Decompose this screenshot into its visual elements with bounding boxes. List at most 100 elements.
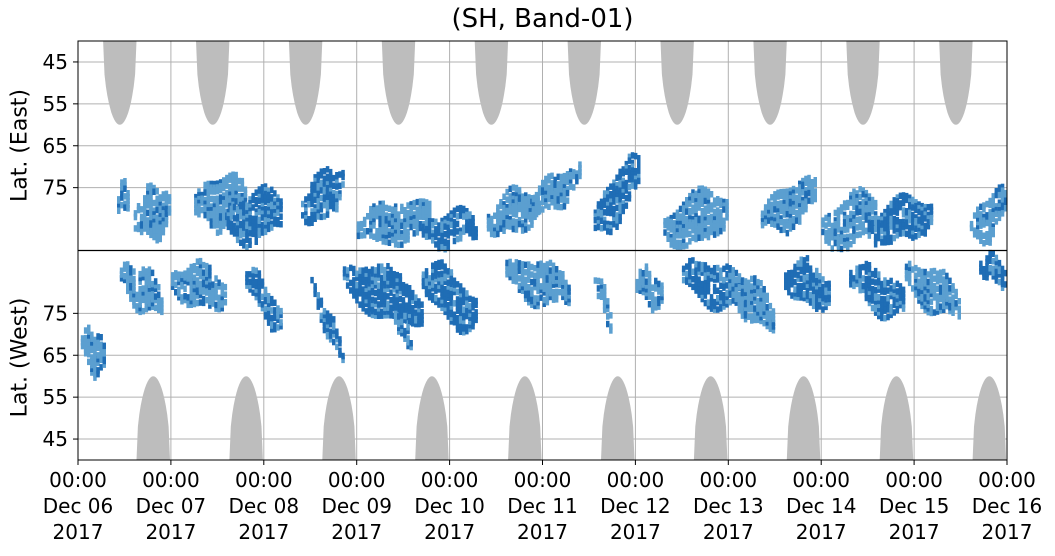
heatmap-cell — [719, 293, 723, 301]
heatmap-cell — [914, 206, 918, 214]
heatmap-cell — [263, 313, 268, 320]
heatmap-cell — [654, 281, 658, 288]
heatmap-cell — [722, 206, 726, 213]
heatmap-cell — [760, 218, 765, 225]
heatmap-cell — [465, 226, 469, 234]
heatmap-cell — [427, 229, 432, 236]
heatmap-cell — [358, 275, 362, 282]
heatmap-cell — [161, 228, 166, 236]
heatmap-cell — [945, 276, 949, 283]
heatmap-cell — [403, 316, 407, 324]
heatmap-cell — [788, 213, 793, 221]
heatmap-cell — [404, 306, 409, 313]
heatmap-cell — [746, 294, 751, 302]
heatmap-cell — [926, 278, 930, 286]
heatmap-cell — [770, 220, 774, 227]
heatmap-cell — [920, 283, 924, 291]
heatmap-cell — [409, 216, 413, 223]
heatmap-cell — [877, 309, 881, 316]
heatmap-cell — [821, 295, 825, 302]
heatmap-cell — [688, 269, 692, 276]
heatmap-cell — [301, 200, 305, 208]
heatmap-cell — [458, 212, 463, 219]
heatmap-cell — [802, 276, 807, 283]
heatmap-cell — [505, 222, 509, 230]
heatmap-cell — [637, 155, 641, 162]
heatmap-cell — [266, 319, 271, 326]
heatmap-cell — [421, 227, 426, 234]
heatmap-cell — [126, 205, 130, 212]
heatmap-cell — [945, 291, 949, 299]
heatmap-cell — [880, 284, 884, 291]
heatmap-cell — [468, 306, 472, 314]
heatmap-cell — [87, 358, 91, 366]
heatmap-cell — [815, 275, 819, 282]
heatmap-cell — [322, 175, 327, 182]
heatmap-cell — [143, 225, 147, 232]
heatmap-cell — [222, 214, 226, 222]
heatmap-cell — [599, 202, 604, 209]
heatmap-cell — [449, 210, 454, 217]
heatmap-cell — [205, 278, 209, 285]
heatmap-cell — [508, 258, 512, 266]
heatmap-cell — [149, 182, 153, 189]
heatmap-cell — [700, 215, 704, 223]
heatmap-cell — [877, 282, 881, 290]
heatmap-cell — [609, 198, 613, 205]
heatmap-cell — [935, 304, 940, 311]
heatmap-cell — [889, 285, 893, 292]
no-coverage-lobe-west — [786, 376, 821, 460]
heatmap-cell — [424, 290, 429, 298]
heatmap-cell — [883, 284, 887, 292]
heatmap-cell — [833, 224, 838, 232]
heatmap-cell — [407, 318, 412, 326]
heatmap-cell — [969, 224, 974, 232]
heatmap-cell — [198, 299, 203, 306]
heatmap-cell — [393, 214, 398, 222]
heatmap-cell — [776, 219, 780, 227]
heatmap-cell — [361, 305, 365, 312]
heatmap-cell — [328, 202, 333, 210]
heatmap-cell — [991, 196, 995, 204]
heatmap-cell — [446, 239, 450, 247]
heatmap-cell — [370, 277, 375, 285]
heatmap-cell — [685, 197, 689, 204]
heatmap-cell — [697, 284, 701, 291]
heatmap-cell — [694, 283, 698, 291]
heatmap-cell — [883, 208, 887, 216]
heatmap-cell — [390, 210, 395, 217]
heatmap-cell — [904, 230, 909, 238]
heatmap-cell — [449, 288, 454, 295]
heatmap-cell — [1000, 284, 1005, 291]
heatmap-cell — [870, 289, 875, 297]
heatmap-cell — [407, 311, 412, 318]
heatmap-cell — [93, 359, 97, 366]
heatmap-cell — [263, 221, 268, 228]
heatmap-cell — [209, 203, 214, 210]
heatmap-cell — [785, 229, 790, 237]
heatmap-cell — [254, 189, 258, 196]
heatmap-cell — [644, 270, 649, 278]
heatmap-cell — [229, 224, 234, 231]
heatmap-cell — [811, 302, 816, 310]
heatmap-cell — [1003, 205, 1008, 212]
heatmap-cell — [734, 276, 738, 284]
heatmap-cell — [415, 229, 420, 236]
heatmap-cell — [771, 327, 776, 334]
heatmap-cell — [539, 260, 543, 267]
heatmap-cell — [612, 194, 616, 202]
heatmap-cell — [561, 274, 565, 282]
heatmap-cell — [352, 269, 356, 277]
heatmap-cell — [455, 205, 460, 213]
heatmap-cell — [787, 285, 791, 292]
heatmap-cell — [362, 220, 367, 228]
heatmap-cell — [776, 200, 780, 208]
heatmap-cell — [332, 319, 336, 327]
heatmap-cell — [556, 184, 560, 192]
heatmap-cell — [976, 232, 980, 240]
heatmap-cell — [158, 198, 162, 205]
heatmap-cell — [929, 207, 934, 214]
heatmap-cell — [988, 216, 992, 224]
heatmap-cell — [99, 352, 103, 360]
